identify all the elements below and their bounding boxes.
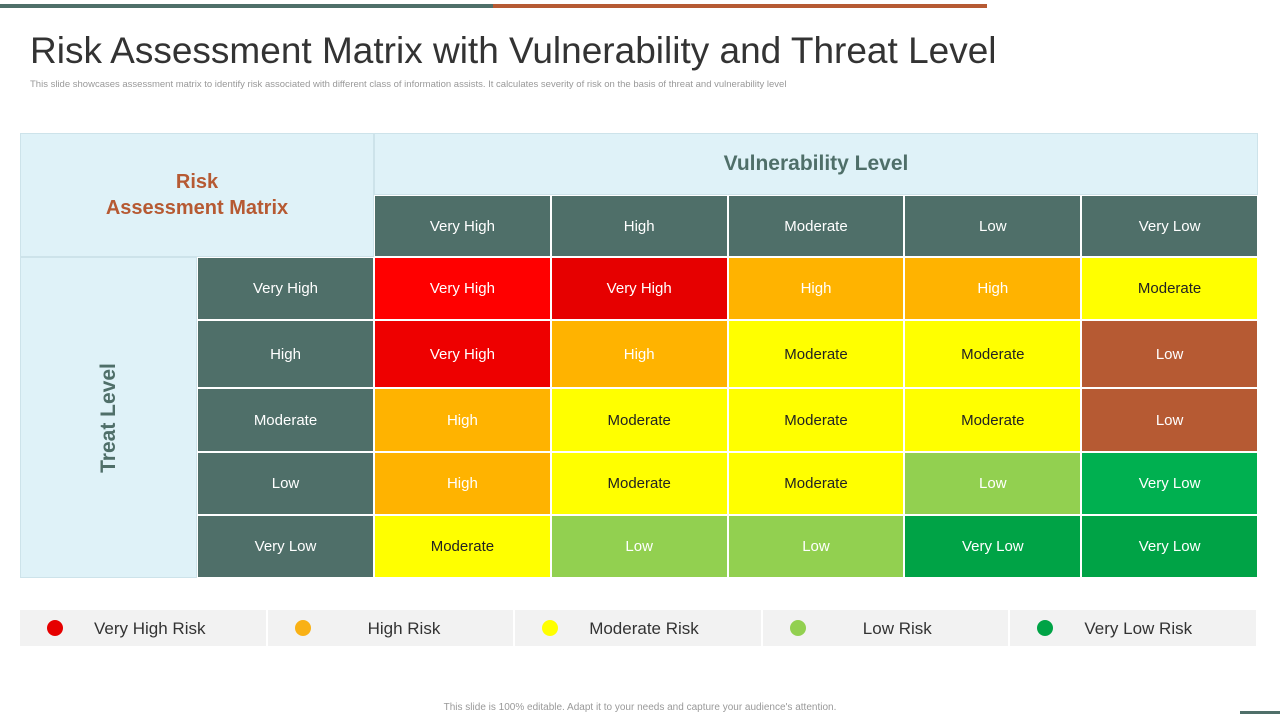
risk-cell: Moderate — [727, 320, 905, 388]
row-label: Moderate — [197, 388, 374, 452]
legend-item: Low Risk — [762, 610, 1009, 646]
risk-cell: Low — [904, 452, 1082, 515]
row-label: Very High — [197, 257, 374, 320]
subtitle: This slide showcases assessment matrix t… — [30, 79, 787, 90]
risk-cell: Very High — [374, 320, 551, 388]
corner-bar — [1240, 711, 1280, 714]
legend-label: Very High Risk — [94, 619, 206, 638]
risk-cell: Moderate — [904, 320, 1082, 388]
row-label: Low — [197, 452, 374, 515]
legend-dot — [542, 620, 559, 636]
row-label: High — [197, 320, 374, 388]
risk-cell: High — [727, 257, 905, 320]
risk-cell: Low — [727, 515, 905, 578]
legend-item: Moderate Risk — [515, 610, 761, 646]
title: Risk Assessment Matrix with Vulnerabilit… — [30, 30, 997, 71]
risk-cell: Moderate — [727, 452, 905, 515]
legend-dot — [47, 620, 63, 636]
risk-cell: High — [374, 452, 551, 515]
legend-label: High Risk — [367, 619, 441, 638]
column-label: Moderate — [727, 195, 905, 257]
risk-cell: Very Low — [1081, 452, 1258, 515]
legend-label: Moderate Risk — [589, 619, 699, 638]
risk-cell: Low — [550, 515, 728, 578]
risk-cell: Moderate — [374, 515, 551, 578]
legend-dot — [1037, 620, 1054, 636]
risk-cell: Moderate — [904, 388, 1082, 452]
row-label: Very Low — [197, 515, 374, 578]
risk-cell: Very High — [374, 257, 551, 320]
top-bar — [493, 4, 987, 8]
column-header: Vulnerability Level — [374, 133, 1258, 195]
corner-title: Assessment Matrix — [105, 197, 289, 219]
corner-title: Risk — [175, 171, 219, 193]
column-label: Very High — [374, 195, 551, 257]
risk-cell: Moderate — [1081, 257, 1258, 320]
risk-cell: Moderate — [727, 388, 905, 452]
legend-label: Very Low Risk — [1084, 619, 1193, 638]
column-label: Low — [904, 195, 1082, 257]
legend-item: Very Low Risk — [1010, 610, 1256, 646]
risk-cell: High — [374, 388, 551, 452]
risk-cell: Very High — [550, 257, 728, 320]
legend-item: Very High Risk — [20, 610, 266, 646]
risk-cell: High — [550, 320, 728, 388]
footer: This slide is 100% editable. Adapt it to… — [443, 702, 837, 713]
legend-label: Low Risk — [862, 619, 932, 638]
corner-cell: Risk Assessment Matrix — [20, 133, 374, 257]
risk-cell: High — [904, 257, 1082, 320]
top-bar — [0, 4, 493, 8]
row-header-cell: Treat Level — [20, 257, 197, 578]
column-label: Very Low — [1081, 195, 1258, 257]
risk-cell: Very Low — [1081, 515, 1258, 578]
column-label: High — [550, 195, 728, 257]
risk-cell: Very Low — [904, 515, 1082, 578]
risk-cell: Low — [1081, 388, 1258, 452]
risk-cell: Low — [1081, 320, 1258, 388]
risk-cell: Moderate — [550, 388, 728, 452]
row-header: Treat Level — [97, 363, 120, 473]
legend-dot — [294, 620, 311, 636]
risk-cell: Moderate — [550, 452, 728, 515]
legend-dot — [789, 620, 806, 636]
legend-item: High Risk — [267, 610, 514, 646]
